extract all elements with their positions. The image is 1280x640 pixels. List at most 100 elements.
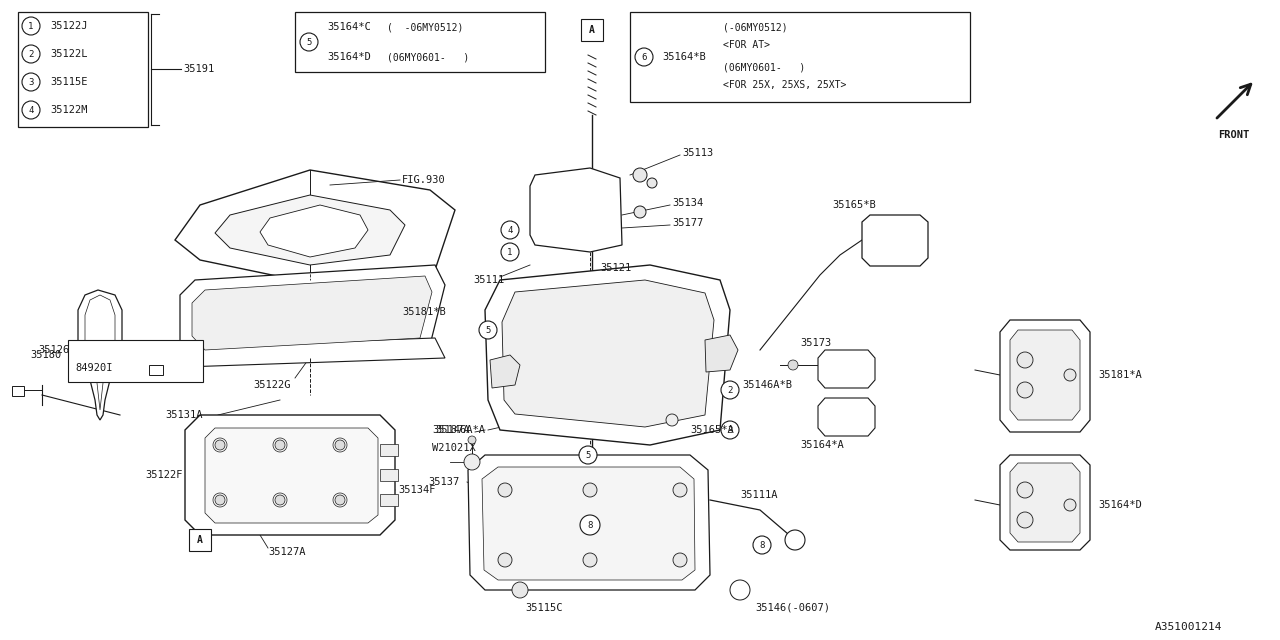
Circle shape bbox=[1018, 512, 1033, 528]
Text: FRONT: FRONT bbox=[1219, 130, 1249, 140]
Polygon shape bbox=[175, 170, 454, 285]
Text: 35164*C: 35164*C bbox=[326, 22, 371, 32]
Bar bbox=[581, 19, 603, 41]
Circle shape bbox=[275, 440, 285, 450]
Circle shape bbox=[730, 580, 750, 600]
Polygon shape bbox=[1010, 463, 1080, 542]
Bar bbox=[380, 494, 398, 506]
Text: 35131A: 35131A bbox=[165, 410, 202, 420]
Text: 6: 6 bbox=[641, 52, 646, 61]
Bar bbox=[630, 12, 970, 102]
Circle shape bbox=[1064, 499, 1076, 511]
Circle shape bbox=[582, 553, 596, 567]
Text: 35127A: 35127A bbox=[268, 547, 306, 557]
Text: 8: 8 bbox=[759, 541, 764, 550]
Text: 2: 2 bbox=[727, 385, 732, 394]
Text: 35164*B: 35164*B bbox=[662, 52, 705, 62]
Polygon shape bbox=[186, 415, 396, 535]
Bar bbox=[294, 12, 545, 72]
Polygon shape bbox=[818, 398, 876, 436]
Polygon shape bbox=[490, 355, 520, 388]
Bar bbox=[148, 365, 163, 375]
Circle shape bbox=[1064, 369, 1076, 381]
Text: (  -06MY0512): ( -06MY0512) bbox=[387, 22, 463, 32]
Text: 35181*A: 35181*A bbox=[1098, 370, 1142, 380]
Text: 1: 1 bbox=[507, 248, 513, 257]
Text: 35164*D: 35164*D bbox=[1098, 500, 1142, 510]
Polygon shape bbox=[705, 335, 739, 372]
Text: 35111: 35111 bbox=[474, 275, 504, 285]
Text: 35137: 35137 bbox=[428, 477, 460, 487]
Circle shape bbox=[465, 454, 480, 470]
Circle shape bbox=[721, 421, 739, 439]
Text: 35187A: 35187A bbox=[433, 425, 470, 435]
Text: 5: 5 bbox=[485, 326, 490, 335]
Text: 35164*D: 35164*D bbox=[326, 52, 371, 62]
Text: 35122F: 35122F bbox=[145, 470, 183, 480]
Text: 35122L: 35122L bbox=[50, 49, 87, 59]
Text: <FOR AT>: <FOR AT> bbox=[723, 40, 771, 50]
Circle shape bbox=[512, 582, 529, 598]
Text: 35165*B: 35165*B bbox=[832, 200, 876, 210]
Text: 35146A*A: 35146A*A bbox=[435, 425, 485, 435]
Circle shape bbox=[634, 206, 646, 218]
Polygon shape bbox=[205, 428, 378, 523]
Circle shape bbox=[753, 536, 771, 554]
Circle shape bbox=[666, 414, 678, 426]
Bar bbox=[189, 529, 211, 551]
Polygon shape bbox=[468, 455, 710, 590]
Text: 35177: 35177 bbox=[672, 218, 703, 228]
Text: 35180: 35180 bbox=[29, 350, 61, 360]
Circle shape bbox=[673, 553, 687, 567]
Text: FIG.930: FIG.930 bbox=[402, 175, 445, 185]
Text: A351001214: A351001214 bbox=[1155, 622, 1222, 632]
Text: 84920I: 84920I bbox=[76, 363, 113, 373]
Polygon shape bbox=[192, 276, 433, 350]
Circle shape bbox=[1018, 482, 1033, 498]
Circle shape bbox=[788, 360, 797, 370]
Polygon shape bbox=[215, 195, 404, 265]
Circle shape bbox=[500, 243, 518, 261]
Polygon shape bbox=[485, 265, 730, 445]
Text: 35164*A: 35164*A bbox=[800, 440, 844, 450]
Text: 4: 4 bbox=[28, 106, 33, 115]
Bar bbox=[18, 12, 148, 127]
Text: 5: 5 bbox=[306, 38, 312, 47]
Polygon shape bbox=[78, 290, 122, 420]
Circle shape bbox=[579, 446, 596, 464]
Circle shape bbox=[335, 440, 346, 450]
Text: A: A bbox=[589, 25, 595, 35]
Text: 35113: 35113 bbox=[682, 148, 713, 158]
Text: 35146(-0607): 35146(-0607) bbox=[755, 603, 829, 613]
Polygon shape bbox=[1010, 330, 1080, 420]
Bar bbox=[68, 340, 204, 382]
Text: 3: 3 bbox=[28, 77, 33, 86]
Circle shape bbox=[635, 48, 653, 66]
Text: 35165*A: 35165*A bbox=[690, 425, 733, 435]
Text: 35122G: 35122G bbox=[253, 380, 291, 390]
Text: 2: 2 bbox=[28, 49, 33, 58]
Circle shape bbox=[215, 440, 225, 450]
Text: 35146A*B: 35146A*B bbox=[742, 380, 792, 390]
Text: 35126: 35126 bbox=[38, 345, 69, 355]
Text: (06MY0601-   ): (06MY0601- ) bbox=[387, 52, 470, 62]
Polygon shape bbox=[818, 350, 876, 388]
Text: 4: 4 bbox=[507, 225, 513, 234]
Circle shape bbox=[22, 101, 40, 119]
Polygon shape bbox=[861, 215, 928, 266]
Circle shape bbox=[468, 436, 476, 444]
Circle shape bbox=[1018, 352, 1033, 368]
Polygon shape bbox=[155, 338, 445, 368]
Bar bbox=[380, 469, 398, 481]
Polygon shape bbox=[502, 280, 714, 427]
Text: 35121: 35121 bbox=[600, 263, 631, 273]
Text: 35111A: 35111A bbox=[740, 490, 777, 500]
Circle shape bbox=[335, 495, 346, 505]
Circle shape bbox=[1018, 382, 1033, 398]
Text: 35173: 35173 bbox=[800, 338, 831, 348]
Circle shape bbox=[479, 321, 497, 339]
Text: 35134: 35134 bbox=[672, 198, 703, 208]
Text: 35134F: 35134F bbox=[398, 485, 435, 495]
Polygon shape bbox=[1000, 455, 1091, 550]
Bar bbox=[380, 444, 398, 456]
